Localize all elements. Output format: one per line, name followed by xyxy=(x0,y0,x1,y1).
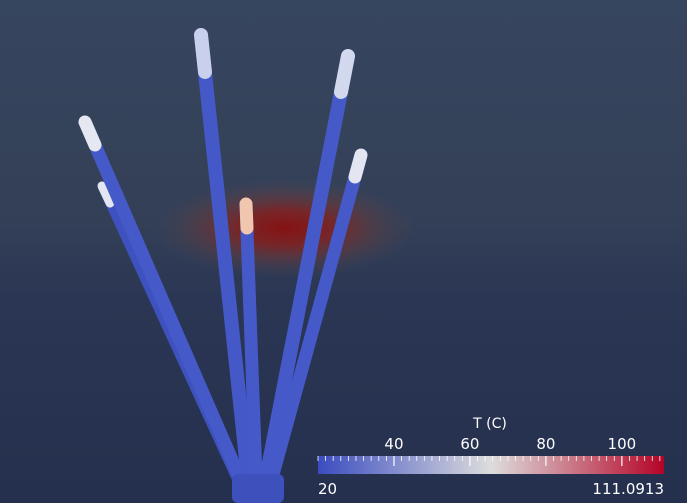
electrode-4-tip xyxy=(239,197,254,235)
electrode-3 xyxy=(194,28,255,485)
colorbar-tick-label: 60 xyxy=(460,435,479,453)
colorbar-tick-label: 100 xyxy=(608,435,637,453)
colorbar-min-label: 20 xyxy=(318,480,337,498)
electrode-6-tip xyxy=(348,148,368,184)
electrode-6 xyxy=(265,148,368,485)
electrode-shaft-base xyxy=(232,474,284,503)
colorbar-legend[interactable]: T (C) 40 60 80 100 20 111.0913 xyxy=(317,416,664,498)
colorbar-tick-label: 80 xyxy=(536,435,555,453)
heat-zone xyxy=(153,178,417,278)
colorbar-tick-marks xyxy=(317,456,661,466)
colorbar-max-label: 111.0913 xyxy=(592,480,664,498)
colorbar-tick-labels: 40 60 80 100 xyxy=(384,435,636,453)
electrode-1-tip xyxy=(97,181,115,208)
electrode-4 xyxy=(239,197,263,485)
electrode-2 xyxy=(78,115,247,485)
electrode-2-tip xyxy=(78,115,102,152)
colorbar-title: T (C) xyxy=(472,416,507,432)
electrode-array xyxy=(78,28,368,503)
electrode-5 xyxy=(259,49,355,485)
colorbar-tick-label: 40 xyxy=(384,435,403,453)
electrode-3-tip xyxy=(194,28,212,79)
electrode-5-tip xyxy=(334,49,355,99)
colorbar-gradient xyxy=(318,456,664,474)
